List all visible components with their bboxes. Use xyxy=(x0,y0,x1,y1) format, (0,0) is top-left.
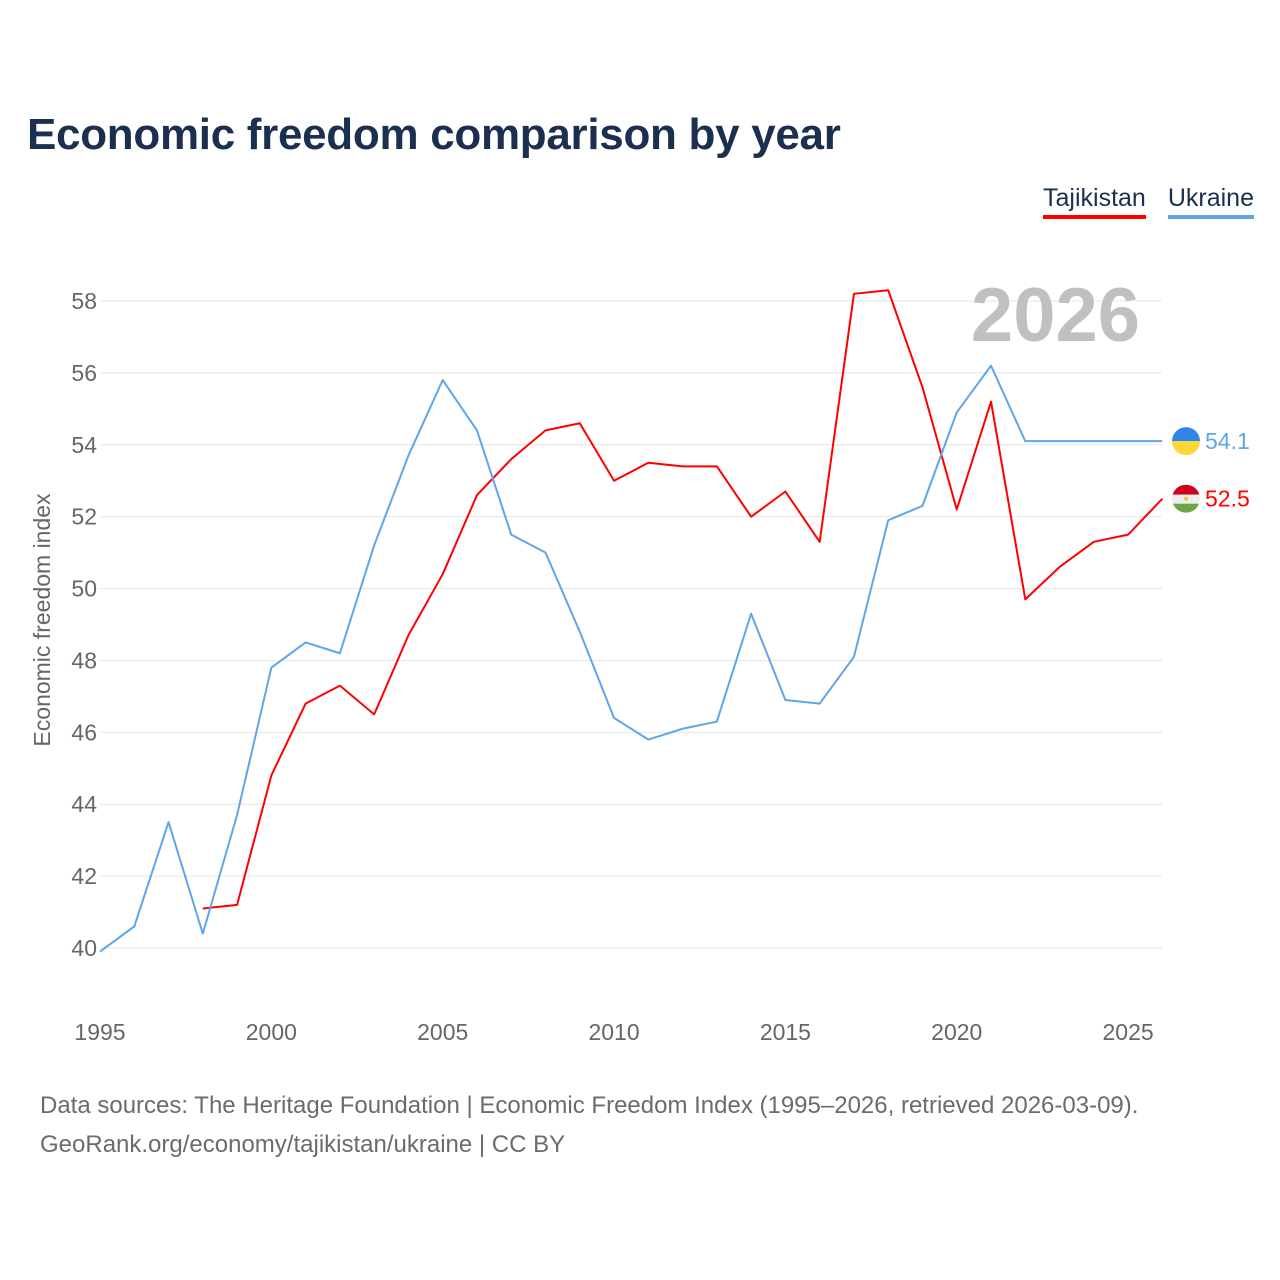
flag-tajikistan-icon xyxy=(1172,484,1200,513)
series-line-tajikistan xyxy=(202,289,1164,910)
legend-tajikistan[interactable]: Tajikistan xyxy=(1043,184,1146,219)
end-value-label: 52.5 xyxy=(1205,486,1250,512)
end-value-label: 54.1 xyxy=(1205,428,1250,454)
x-tick-label: 2000 xyxy=(246,1019,297,1045)
y-tick-label: 52 xyxy=(71,504,97,530)
legend: Tajikistan Ukraine xyxy=(1043,184,1254,219)
source-line-1: Data sources: The Heritage Foundation | … xyxy=(40,1092,1139,1119)
y-tick-label: 58 xyxy=(71,288,97,314)
y-tick-label: 56 xyxy=(71,360,97,386)
chart-title: Economic freedom comparison by year xyxy=(27,110,841,159)
y-tick-label: 42 xyxy=(71,863,97,889)
y-tick-label: 46 xyxy=(71,719,97,745)
y-tick-label: 54 xyxy=(71,432,97,458)
x-tick-label: 2025 xyxy=(1103,1019,1154,1045)
y-tick-label: 48 xyxy=(71,647,97,673)
x-tick-label: 1995 xyxy=(74,1019,125,1045)
y-tick-label: 40 xyxy=(71,935,97,961)
source-note: Data sources: The Heritage Foundation | … xyxy=(40,1086,1138,1164)
y-axis-label: Economic freedom index xyxy=(29,493,55,747)
x-tick-label: 2020 xyxy=(931,1019,982,1045)
legend-ukraine[interactable]: Ukraine xyxy=(1167,184,1254,219)
y-tick-label: 44 xyxy=(71,791,97,817)
x-tick-label: 2015 xyxy=(760,1019,811,1045)
series-line-ukraine xyxy=(99,364,1163,953)
flag-ukraine-icon xyxy=(1172,427,1200,456)
y-tick-label: 50 xyxy=(71,576,97,602)
year-watermark: 2026 xyxy=(971,273,1140,358)
x-tick-label: 2005 xyxy=(417,1019,468,1045)
x-tick-label: 2010 xyxy=(588,1019,639,1045)
source-line-2[interactable]: GeoRank.org/economy/tajikistan/ukraine |… xyxy=(40,1131,566,1158)
